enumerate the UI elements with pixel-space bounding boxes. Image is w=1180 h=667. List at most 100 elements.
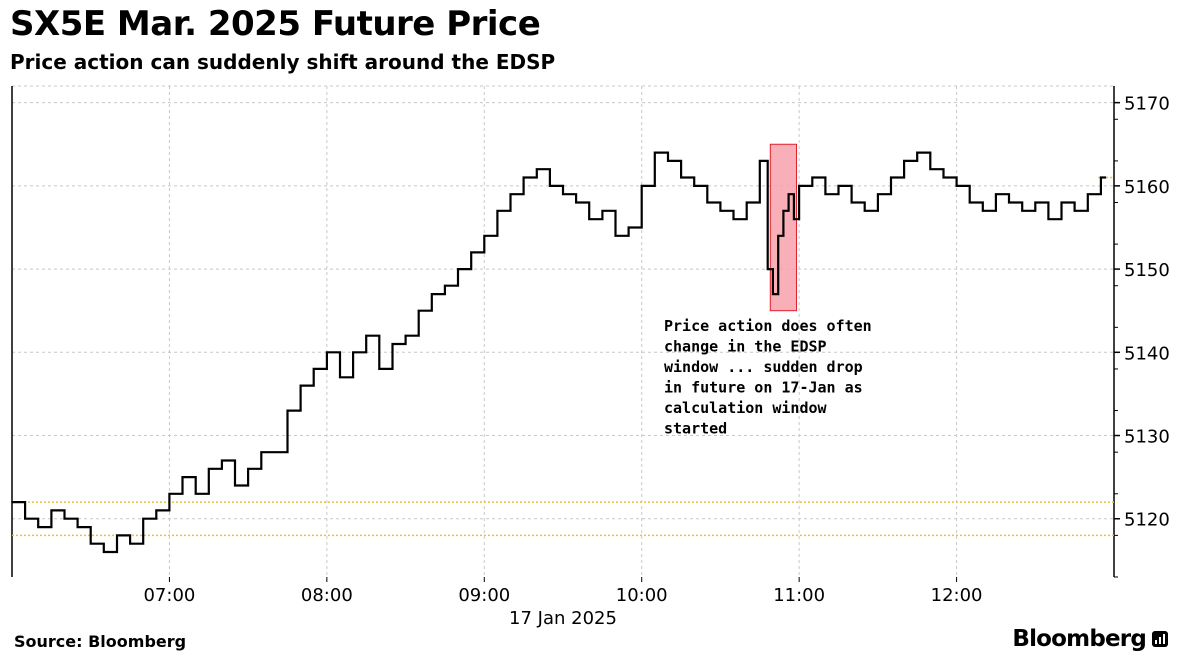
data-point <box>522 176 525 179</box>
data-point <box>680 176 682 179</box>
annotation-line: started <box>664 420 727 438</box>
data-point <box>982 210 984 212</box>
x-date-label: 17 Jan 2025 <box>509 608 617 629</box>
y-tick-label: 5130 <box>1124 427 1170 448</box>
data-point <box>942 176 945 179</box>
data-point <box>221 459 223 462</box>
data-point <box>116 534 118 537</box>
chart-subtitle: Price action can suddenly shift around t… <box>10 50 556 74</box>
data-point <box>404 334 407 337</box>
annotation-line: Price action does often <box>664 317 872 335</box>
y-tick-label: 5150 <box>1124 260 1170 281</box>
data-point <box>782 210 785 212</box>
data-point <box>89 542 92 545</box>
data-point <box>667 160 669 162</box>
data-point <box>1047 218 1050 220</box>
y-tick-label: 5140 <box>1124 343 1170 364</box>
bloomberg-logo: Bloomberg <box>1012 626 1168 652</box>
data-point <box>562 193 564 195</box>
data-point <box>640 185 643 187</box>
data-point <box>850 201 853 204</box>
data-point <box>76 526 79 528</box>
data-point <box>824 193 827 195</box>
annotation-line: change in the EDSP <box>664 338 827 356</box>
data-point <box>194 493 197 495</box>
data-point <box>391 343 394 345</box>
data-point <box>601 210 604 212</box>
data-point <box>654 151 656 154</box>
brand-text: Bloomberg <box>1012 626 1146 652</box>
data-point <box>772 293 774 295</box>
data-point <box>787 193 790 195</box>
data-point <box>496 210 499 212</box>
data-point <box>483 235 486 237</box>
chart-title: SX5E Mar. 2025 Future Price <box>10 4 541 44</box>
data-point <box>431 293 433 295</box>
data-point <box>1008 201 1010 204</box>
data-point <box>549 185 551 187</box>
data-point <box>299 384 302 387</box>
data-point <box>777 235 779 237</box>
data-point <box>1021 210 1023 212</box>
data-point <box>103 551 105 553</box>
data-point <box>11 501 13 503</box>
data-point <box>378 368 381 370</box>
data-point <box>63 517 66 520</box>
data-point <box>352 351 354 354</box>
data-point <box>509 193 512 195</box>
data-point <box>588 218 590 220</box>
annotation-line: in future on 17-Jan as <box>664 379 863 397</box>
data-point <box>614 235 617 237</box>
data-point <box>955 185 958 187</box>
data-point <box>929 168 932 170</box>
data-point <box>903 160 905 162</box>
data-point <box>719 210 722 212</box>
edsp-window-highlight <box>769 143 798 312</box>
data-point <box>234 484 236 487</box>
data-point <box>745 201 748 204</box>
data-point <box>1034 201 1037 204</box>
data-point <box>208 468 210 470</box>
data-point <box>247 468 249 470</box>
data-point <box>142 517 144 520</box>
source-note: Source: Bloomberg <box>14 632 187 651</box>
data-point <box>417 309 420 312</box>
y-tick-label: 5170 <box>1124 94 1170 115</box>
data-point <box>706 201 709 204</box>
y-tick-label: 5120 <box>1124 510 1170 531</box>
data-point <box>995 193 997 195</box>
data-point <box>457 268 459 270</box>
data-point <box>155 509 158 512</box>
data-point <box>1087 193 1089 195</box>
data-point <box>181 476 184 478</box>
data-point <box>793 218 795 220</box>
data-point <box>273 451 276 454</box>
data-point <box>37 526 39 528</box>
data-point <box>732 218 735 220</box>
data-point <box>627 226 630 229</box>
x-tick-label: 11:00 <box>773 585 825 606</box>
data-point <box>863 210 866 212</box>
data-point <box>759 160 761 162</box>
data-point <box>693 185 695 187</box>
data-point <box>968 201 971 204</box>
data-point <box>312 368 315 370</box>
data-point <box>365 334 368 337</box>
data-point <box>575 201 577 204</box>
data-point <box>326 351 328 354</box>
data-point <box>811 176 814 179</box>
annotation-line: window ... sudden drop <box>664 358 863 376</box>
data-point <box>470 251 473 254</box>
data-point <box>260 451 263 454</box>
bloomberg-chart-icon <box>1152 631 1168 647</box>
data-point <box>1073 210 1076 212</box>
data-point <box>24 517 26 520</box>
x-tick-label: 07:00 <box>143 585 195 606</box>
data-point <box>1060 201 1063 204</box>
x-tick-label: 12:00 <box>931 585 983 606</box>
x-tick-label: 10:00 <box>616 585 668 606</box>
data-point <box>50 509 53 512</box>
data-point <box>916 151 918 154</box>
y-tick-label: 5160 <box>1124 177 1170 198</box>
